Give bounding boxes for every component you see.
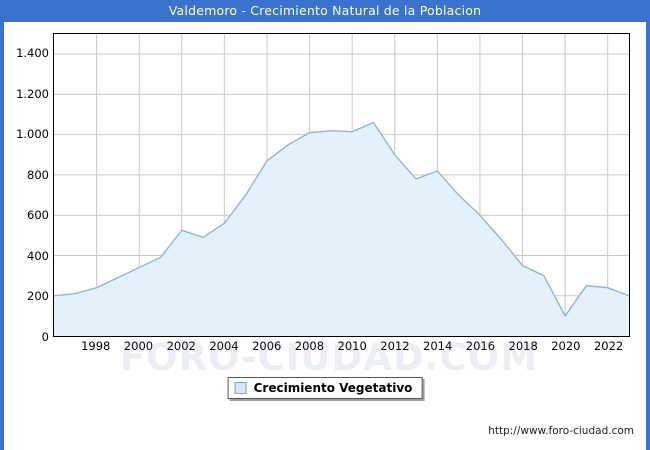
y-tick-label: 600 <box>27 208 49 223</box>
chart-legend: Crecimiento Vegetativo <box>227 377 423 399</box>
y-tick-label: 1.000 <box>16 127 49 142</box>
y-tick-label: 200 <box>27 289 49 304</box>
x-tick-label: 2012 <box>380 339 410 353</box>
x-tick-label: 2006 <box>252 339 282 353</box>
y-tick-label: 0 <box>41 330 49 344</box>
x-tick-label: 2002 <box>166 339 196 353</box>
y-tick-label: 800 <box>27 167 49 182</box>
y-tick-label: 1.200 <box>16 86 49 101</box>
legend-label: Crecimiento Vegetativo <box>253 381 413 395</box>
x-axis: 1998 2000 2002 2004 2006 2008 2010 2012 2014 2016… <box>53 339 630 359</box>
x-tick-label: 2004 <box>209 339 239 353</box>
x-tick-label: 1998 <box>81 339 111 353</box>
y-tick-label: 1.400 <box>16 46 49 61</box>
x-tick-label: 2018 <box>508 339 538 353</box>
series-crecimiento-vegetativo <box>54 121 629 336</box>
plot-area <box>53 33 630 337</box>
x-tick-label: 2016 <box>465 339 496 353</box>
y-axis: 0 200 400 600 800 1.000 1.200 1.400 <box>4 33 49 344</box>
y-tick-label: 400 <box>27 248 49 263</box>
x-tick-label: 2020 <box>551 339 581 353</box>
x-tick-label: 2008 <box>294 339 325 353</box>
x-tick-label: 2022 <box>593 339 624 353</box>
page-title: Valdemoro - Crecimiento Natural de la Po… <box>0 0 650 22</box>
x-tick-label: 2014 <box>423 339 453 353</box>
x-tick-label: 2010 <box>337 339 367 353</box>
legend-swatch-icon <box>234 382 247 394</box>
source-url: http://www.foro-ciudad.com <box>488 425 634 437</box>
x-tick-label: 2000 <box>123 339 154 353</box>
